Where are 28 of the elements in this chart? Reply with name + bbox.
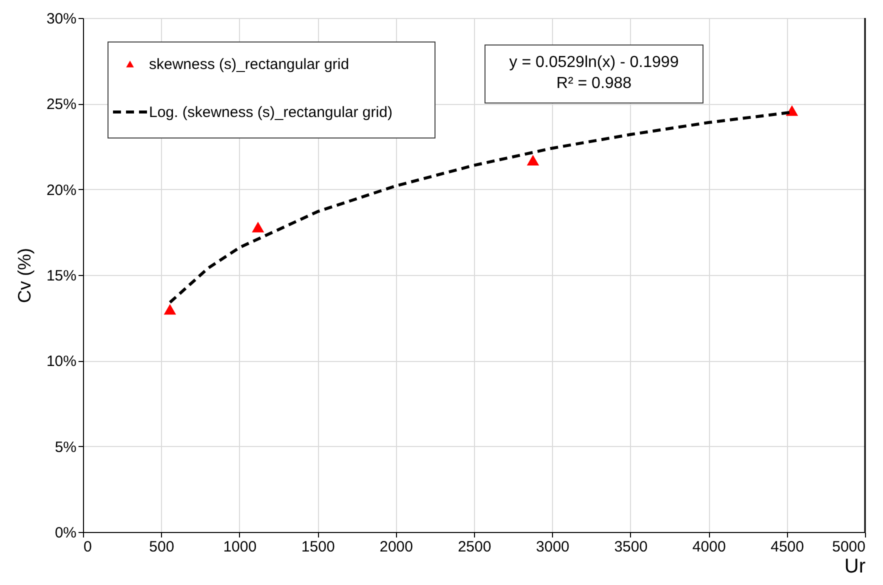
point: [252, 222, 264, 232]
x-tick-label: 4500: [770, 538, 804, 556]
y-tick-label: 10%: [46, 353, 76, 370]
y-tick-label: 30%: [46, 10, 76, 28]
y-tick-label: 0%: [54, 524, 76, 542]
point: [164, 304, 176, 315]
annotation: R² = 0.988: [556, 75, 632, 92]
annotation: y = 0.0529ln(x) - 0.1999: [509, 54, 679, 71]
x-tick-label: 500: [149, 538, 174, 556]
x-tick-label: 1500: [301, 538, 335, 556]
x-tick-label: 3500: [614, 538, 648, 556]
x-tick-label: 0: [84, 538, 92, 556]
x-tick-label: 1000: [223, 538, 257, 556]
y-axis-title: Cv (%): [14, 248, 34, 303]
y-tick-label: 5%: [54, 438, 76, 456]
x-tick-label: 3000: [536, 538, 570, 556]
x-tick-label: 5000: [832, 538, 866, 556]
y-tick-label: 15%: [46, 268, 76, 284]
x-axis-title: Ur: [844, 556, 866, 578]
x-tick-label: 4000: [692, 538, 726, 556]
y-tick-label: 20%: [46, 182, 76, 199]
point: [786, 105, 798, 116]
legend-label: Log. (skewness (s)_rectangular grid): [149, 104, 392, 121]
x-tick-label: 2000: [380, 538, 413, 556]
point: [526, 154, 540, 166]
y-tick-label: 25%: [46, 96, 76, 114]
x-tick-label: 2500: [458, 538, 492, 556]
legend-label: skewness (s)_rectangular grid: [149, 56, 350, 73]
